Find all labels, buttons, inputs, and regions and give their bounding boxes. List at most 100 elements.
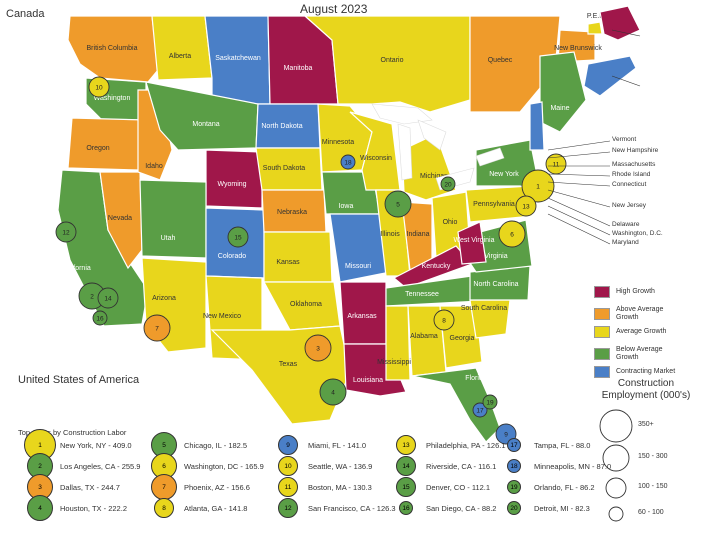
- legend-item-average: Average Growth: [594, 326, 678, 338]
- callout-rhode-island: Rhode Island: [612, 171, 651, 178]
- legend-item-contracting: Contracting Market: [594, 366, 678, 378]
- city-list-number: 11: [284, 483, 292, 491]
- map-title: August 2023: [300, 2, 368, 16]
- size-legend-label: 60 - 100: [638, 509, 664, 516]
- city-marker-number: 18: [344, 160, 352, 167]
- region-label-alabama: Alabama: [410, 333, 438, 340]
- region-label-south-dakota: South Dakota: [263, 165, 306, 172]
- region-label-montana: Montana: [192, 121, 219, 128]
- region-label-colorado: Colorado: [218, 253, 247, 260]
- callout-line: [611, 75, 641, 87]
- lake-shape: [417, 119, 447, 151]
- city-list-item-4: 4 Houston, TX - 222.2: [24, 495, 127, 521]
- region-pennsylvania: [465, 185, 533, 223]
- city-list-label: New York, NY - 409.0: [60, 440, 132, 450]
- city-list-item-2: 2 Los Angeles, CA - 255.9: [24, 453, 140, 479]
- callout-new-jersey: New Jersey: [612, 202, 646, 209]
- city-list-marker: 14: [396, 456, 416, 476]
- city-marker-number: 3: [316, 346, 320, 353]
- city-list-marker: 13: [396, 435, 416, 455]
- region-label-iowa: Iowa: [339, 203, 354, 210]
- city-list-number: 16: [402, 504, 410, 512]
- city-marker-number: 8: [442, 318, 446, 325]
- region-label-new-brunswick: New Brunswick: [554, 45, 602, 52]
- legend-label: Average Growth: [616, 328, 667, 335]
- city-marker-6: [498, 220, 526, 248]
- region-label-idaho: Idaho: [145, 163, 163, 170]
- city-marker-10: [88, 76, 110, 98]
- region-label-ohio: Ohio: [443, 219, 458, 226]
- city-marker-8: [433, 309, 455, 331]
- top-cities-title: Top Cities by Construction Labor: [18, 428, 127, 437]
- city-list-marker: 20: [507, 501, 521, 515]
- city-list-marker: 16: [399, 501, 413, 515]
- region-label-north-carolina: North Carolina: [473, 281, 518, 288]
- size-legend-circle: [605, 477, 627, 499]
- region-label-oklahoma: Oklahoma: [290, 301, 322, 308]
- city-marker-number: 13: [522, 204, 530, 211]
- legend-item-above: Above Average Growth: [594, 306, 678, 322]
- city-list-marker: 11: [278, 477, 298, 497]
- city-list-item-19: 19 Orlando, FL - 86.2: [498, 480, 595, 494]
- region-label-saskatchewan: Saskatchewan: [215, 55, 261, 62]
- city-list-label: Atlanta, GA - 141.8: [184, 503, 248, 513]
- region-label-nova-scotia: Nova Scotia: [653, 81, 691, 88]
- legend-swatch: [594, 286, 610, 298]
- city-list-number: 18: [510, 462, 518, 470]
- city-marker-15: [227, 226, 249, 248]
- region-label-west-virginia: West Virginia: [454, 237, 495, 244]
- city-marker-number: 15: [234, 235, 242, 242]
- city-list-marker: 18: [507, 459, 521, 473]
- city-marker-number: 4: [331, 390, 335, 397]
- callout-washington-d-c: Washington, D.C.: [612, 230, 663, 237]
- legend-label: Contracting Market: [616, 368, 676, 375]
- lake-shape: [397, 123, 413, 181]
- city-marker-number: 17: [476, 408, 484, 415]
- size-legend-circle: [602, 444, 630, 472]
- city-list-label: Los Angeles, CA - 255.9: [60, 461, 141, 471]
- city-list-marker: 10: [278, 456, 298, 476]
- city-list-number: 5: [162, 441, 166, 449]
- city-list-item-16: 16 San Diego, CA - 88.2: [390, 501, 496, 515]
- city-list-number: 14: [402, 462, 410, 470]
- city-list-number: 10: [284, 462, 292, 470]
- city-list-marker: 8: [154, 498, 174, 518]
- city-list-item-8: 8 Atlanta, GA - 141.8: [148, 498, 247, 518]
- size-legend-circle: [599, 409, 633, 443]
- region-wisconsin: [349, 111, 401, 191]
- callout-delaware: Delaware: [612, 221, 640, 228]
- city-list-label: Seattle, WA - 136.9: [308, 461, 373, 471]
- callout-line: [547, 181, 611, 187]
- callout-line: [547, 213, 611, 245]
- legend-label: Below Average Growth: [616, 346, 663, 361]
- region-label-north-dakota: North Dakota: [261, 123, 302, 130]
- city-list-label: Orlando, FL - 86.2: [534, 482, 595, 492]
- legend-swatch: [594, 366, 610, 378]
- city-list-label: Denver, CO - 112.1: [426, 482, 491, 492]
- city-list-number: 2: [38, 462, 42, 470]
- region-label-oregon: Oregon: [86, 145, 109, 152]
- region-label-tennessee: Tennessee: [405, 291, 439, 298]
- canada-label: Canada: [6, 8, 45, 20]
- city-list-label: Boston, MA - 130.3: [308, 482, 372, 492]
- city-list-number: 6: [162, 462, 166, 470]
- region-label-maine: Maine: [550, 105, 569, 112]
- city-list-item-13: 13 Philadelphia, PA - 126.1: [390, 435, 506, 455]
- city-marker-16: [92, 310, 108, 326]
- region-label-arizona: Arizona: [152, 295, 176, 302]
- city-list-number: 8: [162, 504, 166, 512]
- legend-swatch: [594, 326, 610, 338]
- region-vermont: [529, 101, 545, 151]
- region-label-michigan: Michigan: [420, 173, 448, 180]
- city-list-label: San Diego, CA - 88.2: [426, 503, 497, 513]
- callout-vermont: Vermont: [612, 136, 637, 143]
- region-label-new-york: New York: [489, 171, 519, 178]
- region-label-arkansas: Arkansas: [347, 313, 377, 320]
- city-list-marker: 17: [507, 438, 521, 452]
- region-label-virginia: Virginia: [484, 253, 507, 260]
- city-list-label: Chicago, IL - 182.5: [184, 440, 248, 450]
- legend-item-high: High Growth: [594, 286, 678, 298]
- city-marker-20: [440, 176, 456, 192]
